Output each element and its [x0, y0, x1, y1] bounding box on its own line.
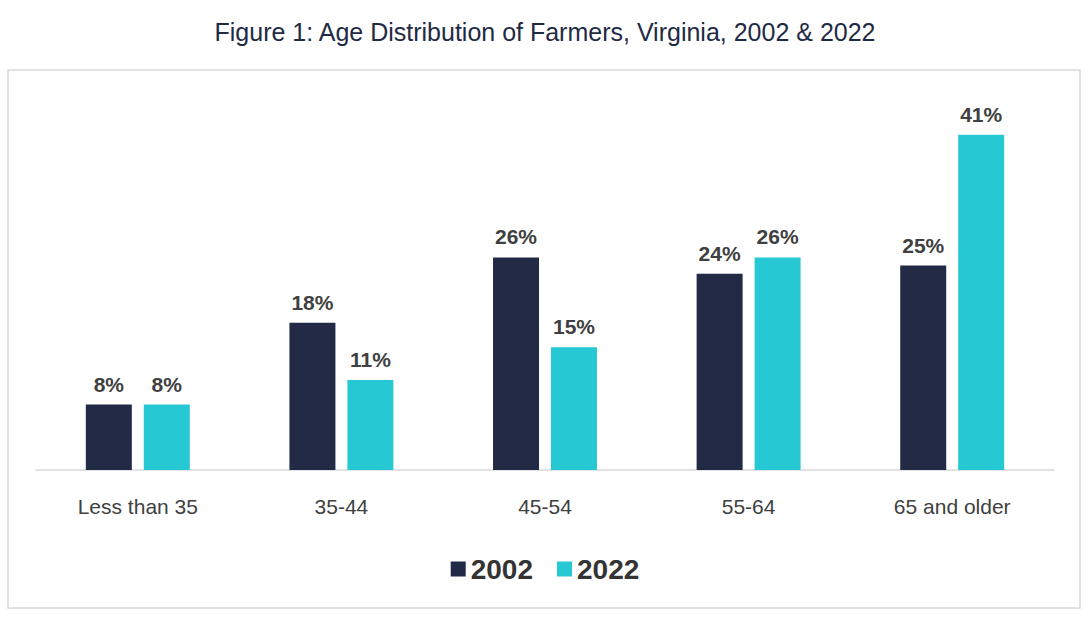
- svg-text:65 and older: 65 and older: [894, 495, 1011, 518]
- svg-text:Less than 35: Less than 35: [78, 495, 198, 518]
- svg-text:35-44: 35-44: [315, 495, 369, 518]
- svg-text:8%: 8%: [152, 373, 183, 396]
- svg-text:45-54: 45-54: [518, 495, 572, 518]
- svg-text:11%: 11%: [350, 348, 391, 371]
- svg-text:41%: 41%: [960, 103, 1002, 126]
- svg-text:25%: 25%: [902, 234, 944, 257]
- svg-text:26%: 26%: [757, 225, 799, 248]
- svg-text:15%: 15%: [553, 315, 595, 338]
- svg-text:24%: 24%: [699, 242, 741, 265]
- svg-text:2022: 2022: [577, 554, 639, 585]
- svg-text:2002: 2002: [471, 554, 533, 585]
- svg-text:Figure 1: Age Distribution of: Figure 1: Age Distribution of Farmers, V…: [215, 18, 876, 46]
- svg-text:8%: 8%: [94, 373, 125, 396]
- svg-text:55-64: 55-64: [722, 495, 776, 518]
- svg-text:26%: 26%: [495, 225, 537, 248]
- svg-text:18%: 18%: [291, 291, 333, 314]
